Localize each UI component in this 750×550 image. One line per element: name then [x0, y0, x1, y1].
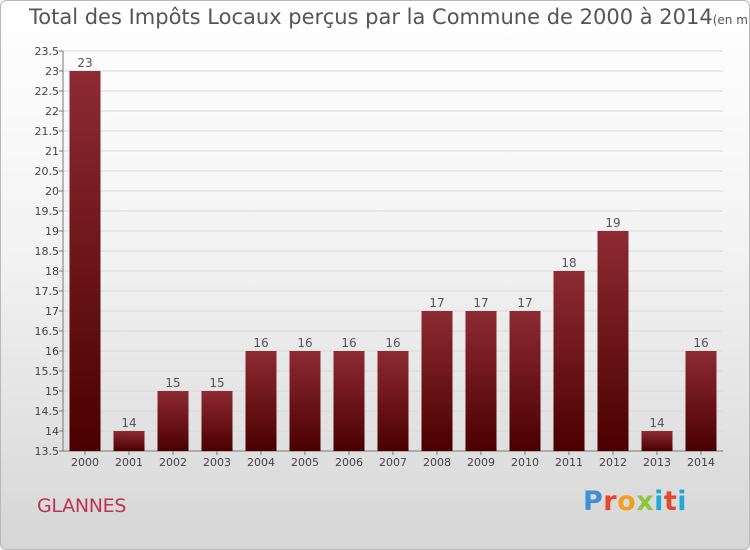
y-tick-label: 17: [45, 305, 59, 318]
x-tick-label-2013: 2013: [643, 456, 671, 469]
logo-letter: P: [583, 486, 604, 517]
y-tick-label: 20.5: [35, 165, 60, 178]
logo-letter: o: [617, 486, 637, 517]
data-label-2012: 19: [605, 216, 620, 230]
bar-2000: [69, 71, 101, 451]
y-tick-label: 16: [45, 345, 59, 358]
x-tick-label-2004: 2004: [247, 456, 275, 469]
x-tick-label-2002: 2002: [159, 456, 187, 469]
y-tick-label: 23.5: [35, 45, 60, 58]
bar-2012: [597, 231, 629, 451]
data-label-2010: 17: [517, 296, 532, 310]
bar-2014: [685, 351, 717, 451]
y-tick-label: 15: [45, 385, 59, 398]
y-tick-label: 19: [45, 225, 59, 238]
y-tick-label: 15.5: [35, 365, 60, 378]
x-tick-label-2000: 2000: [71, 456, 99, 469]
logo-letter: i: [677, 486, 688, 517]
data-label-2009: 17: [473, 296, 488, 310]
x-tick-label-2012: 2012: [599, 456, 627, 469]
title-main: Total des Impôts Locaux perçus par la Co…: [29, 5, 713, 29]
bar-2008: [421, 311, 453, 451]
bar-2004: [245, 351, 277, 451]
y-tick-label: 17.5: [35, 285, 60, 298]
bar-2003: [201, 391, 233, 451]
x-tick-label-2005: 2005: [291, 456, 319, 469]
logo-letter: r: [603, 486, 618, 517]
y-tick-label: 21.5: [35, 125, 60, 138]
data-label-2005: 16: [297, 336, 312, 350]
x-tick-label-2001: 2001: [115, 456, 143, 469]
y-tick-label: 21: [45, 145, 59, 158]
data-label-2006: 16: [341, 336, 356, 350]
data-label-2003: 15: [209, 376, 224, 390]
bar-2010: [509, 311, 541, 451]
data-label-2014: 16: [693, 336, 708, 350]
data-label-2001: 14: [121, 416, 136, 430]
data-label-2000: 23: [77, 56, 92, 70]
y-tick-label: 22: [45, 105, 59, 118]
y-tick-label: 19.5: [35, 205, 60, 218]
y-tick-label: 14.5: [35, 405, 60, 418]
y-tick-label: 18.5: [35, 245, 60, 258]
y-tick-label: 20: [45, 185, 59, 198]
x-tick-label-2010: 2010: [511, 456, 539, 469]
bar-2009: [465, 311, 497, 451]
y-tick-label: 18: [45, 265, 59, 278]
data-label-2013: 14: [649, 416, 664, 430]
data-label-2011: 18: [561, 256, 576, 270]
x-tick-label-2011: 2011: [555, 456, 583, 469]
data-label-2007: 16: [385, 336, 400, 350]
logo-letter: t: [663, 486, 678, 517]
data-label-2004: 16: [253, 336, 268, 350]
bar-2002: [157, 391, 189, 451]
data-label-2002: 15: [165, 376, 180, 390]
chart-title: Total des Impôts Locaux perçus par la Co…: [29, 5, 750, 29]
bar-2013: [641, 431, 673, 451]
title-unit: (en milliers d'€): [712, 13, 750, 27]
logo-letter: x: [636, 486, 655, 517]
logo-letter: i: [654, 486, 664, 517]
x-tick-label-2008: 2008: [423, 456, 451, 469]
x-tick-label-2006: 2006: [335, 456, 363, 469]
bar-2006: [333, 351, 365, 451]
bar-2007: [377, 351, 409, 451]
bar-2011: [553, 271, 585, 451]
y-tick-label: 13.5: [35, 445, 60, 458]
y-tick-label: 23: [45, 65, 59, 78]
x-tick-label-2009: 2009: [467, 456, 495, 469]
bar-2001: [113, 431, 145, 451]
x-tick-label-2007: 2007: [379, 456, 407, 469]
y-tick-label: 14: [45, 425, 59, 438]
y-tick-label: 16.5: [35, 325, 60, 338]
commune-name: GLANNES: [37, 495, 127, 517]
y-tick-label: 22.5: [35, 85, 60, 98]
x-tick-label-2003: 2003: [203, 456, 231, 469]
x-tick-label-2014: 2014: [687, 456, 715, 469]
bar-2005: [289, 351, 321, 451]
proxiti-logo: Proxiti: [583, 486, 687, 517]
data-label-2008: 17: [429, 296, 444, 310]
